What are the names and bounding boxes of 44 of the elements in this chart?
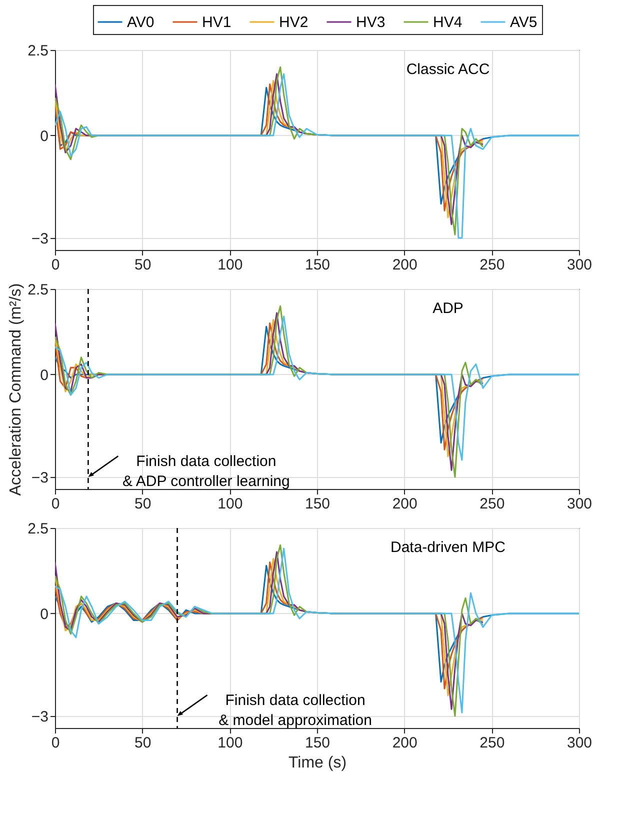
x-tick-label: 0 [51,256,60,274]
y-tick-label: −3 [31,470,48,487]
x-axis-title: Time (s) [288,754,347,772]
x-tick-label: 150 [304,256,330,274]
x-tick-label: 50 [134,496,152,512]
x-tick-label: 0 [51,496,60,512]
legend-label: HV2 [279,14,308,31]
annotation: Finish data collection & ADP controller learning [122,453,290,490]
y-tick-label: 0 [40,366,48,384]
annotation: ADP [432,300,464,317]
y-tick-label: −3 [31,230,48,248]
legend-label: AV5 [510,14,538,31]
x-tick-label: 200 [392,256,418,274]
legend-label: HV4 [433,14,462,31]
y-axis-title: Acceleration Command (m²/s) [8,283,25,496]
x-tick-label: 100 [218,256,243,274]
annotation: Data-driven MPC [390,539,506,556]
x-tick-label: 300 [566,496,592,512]
x-tick-label: 200 [392,496,418,512]
legend-label: HV3 [356,14,386,31]
x-tick-label: 0 [51,734,60,752]
x-tick-label: 200 [392,734,418,752]
x-tick-label: 300 [566,256,592,274]
x-tick-label: 150 [304,496,330,512]
x-tick-label: 300 [566,734,592,752]
y-tick-label: 2.5 [28,42,48,60]
y-tick-label: −3 [31,708,48,726]
x-tick-label: 250 [480,256,505,274]
x-tick-label: 100 [218,734,243,752]
x-tick-label: 250 [480,734,505,752]
legend-label: AV0 [127,14,154,31]
y-tick-label: 0 [40,606,48,623]
x-tick-label: 250 [480,496,505,512]
x-tick-label: 100 [218,496,243,512]
annotation: Classic ACC [406,61,490,78]
x-tick-label: 50 [134,256,152,274]
legend-label: HV1 [202,14,232,31]
y-tick-label: 2.5 [28,282,48,298]
y-tick-label: 2.5 [28,520,48,538]
y-tick-label: 0 [40,128,48,145]
line-series [55,73,579,239]
annotation: Finish data collection & model approximation [218,692,372,730]
x-tick-label: 50 [134,734,152,752]
x-tick-label: 150 [304,734,330,752]
